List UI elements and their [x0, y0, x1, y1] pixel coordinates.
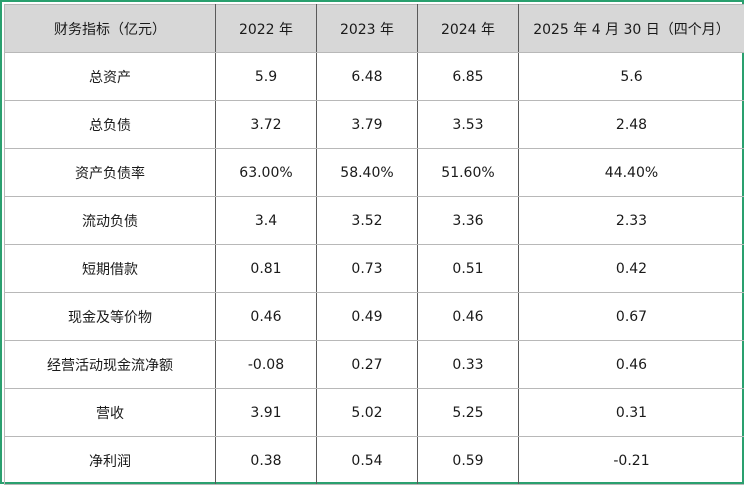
table-cell: 3.72: [216, 101, 317, 149]
table-row: 流动负债 3.4 3.52 3.36 2.33: [5, 197, 744, 245]
table-cell: 3.52: [317, 197, 418, 245]
table-cell: 0.27: [317, 341, 418, 389]
header-2023: 2023 年: [317, 5, 418, 53]
table-row: 短期借款 0.81 0.73 0.51 0.42: [5, 245, 744, 293]
table-cell: 0.31: [519, 389, 744, 437]
table-cell: 3.53: [418, 101, 519, 149]
table-cell: 2.33: [519, 197, 744, 245]
table-cell: -0.21: [519, 437, 744, 485]
row-label: 资产负债率: [5, 149, 216, 197]
table-cell: 0.46: [519, 341, 744, 389]
table-cell: 5.6: [519, 53, 744, 101]
table-cell: 0.49: [317, 293, 418, 341]
table-row: 现金及等价物 0.46 0.49 0.46 0.67: [5, 293, 744, 341]
table-cell: 0.67: [519, 293, 744, 341]
table-row: 总资产 5.9 6.48 6.85 5.6: [5, 53, 744, 101]
table-cell: 2.48: [519, 101, 744, 149]
table-cell: 0.81: [216, 245, 317, 293]
header-2024: 2024 年: [418, 5, 519, 53]
table-cell: 3.91: [216, 389, 317, 437]
table-row: 总负债 3.72 3.79 3.53 2.48: [5, 101, 744, 149]
table-cell: 63.00%: [216, 149, 317, 197]
table-cell: 0.73: [317, 245, 418, 293]
table-cell: 0.51: [418, 245, 519, 293]
table-cell: 0.46: [216, 293, 317, 341]
row-label: 净利润: [5, 437, 216, 485]
row-label: 流动负债: [5, 197, 216, 245]
table-cell: 5.25: [418, 389, 519, 437]
table-cell: 0.33: [418, 341, 519, 389]
table-cell: 0.38: [216, 437, 317, 485]
table-cell: 0.42: [519, 245, 744, 293]
table-cell: 3.4: [216, 197, 317, 245]
table-cell: 5.02: [317, 389, 418, 437]
table-cell: 6.85: [418, 53, 519, 101]
row-label: 现金及等价物: [5, 293, 216, 341]
header-2025-apr: 2025 年 4 月 30 日（四个月）: [519, 5, 744, 53]
table-cell: -0.08: [216, 341, 317, 389]
table-cell: 0.59: [418, 437, 519, 485]
table-cell: 0.46: [418, 293, 519, 341]
table-row: 资产负债率 63.00% 58.40% 51.60% 44.40%: [5, 149, 744, 197]
financial-indicators-table: 财务指标（亿元） 2022 年 2023 年 2024 年 2025 年 4 月…: [4, 4, 744, 485]
table-cell: 3.79: [317, 101, 418, 149]
table-cell: 3.36: [418, 197, 519, 245]
header-2022: 2022 年: [216, 5, 317, 53]
table-cell: 5.9: [216, 53, 317, 101]
table-cell: 0.54: [317, 437, 418, 485]
row-label: 经营活动现金流净额: [5, 341, 216, 389]
row-label: 总资产: [5, 53, 216, 101]
table-cell: 44.40%: [519, 149, 744, 197]
header-row: 财务指标（亿元） 2022 年 2023 年 2024 年 2025 年 4 月…: [5, 5, 744, 53]
table-cell: 51.60%: [418, 149, 519, 197]
table-row: 营收 3.91 5.02 5.25 0.31: [5, 389, 744, 437]
table-row: 净利润 0.38 0.54 0.59 -0.21: [5, 437, 744, 485]
header-indicator: 财务指标（亿元）: [5, 5, 216, 53]
row-label: 总负债: [5, 101, 216, 149]
table-cell: 58.40%: [317, 149, 418, 197]
table-cell: 6.48: [317, 53, 418, 101]
row-label: 营收: [5, 389, 216, 437]
row-label: 短期借款: [5, 245, 216, 293]
table-row: 经营活动现金流净额 -0.08 0.27 0.33 0.46: [5, 341, 744, 389]
